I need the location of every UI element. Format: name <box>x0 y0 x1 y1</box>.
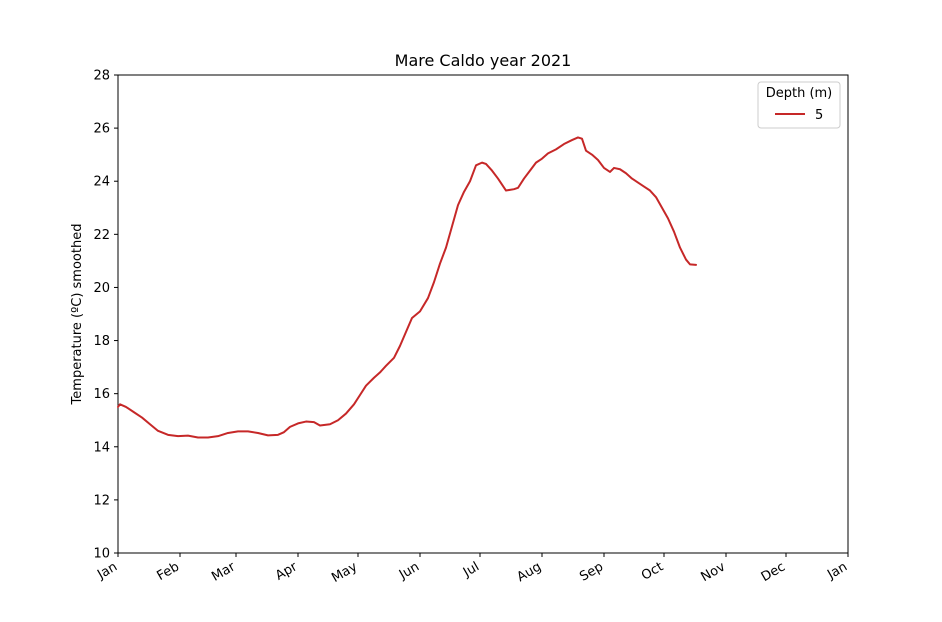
x-tick-label: Jul <box>460 559 482 580</box>
legend-box <box>757 81 841 129</box>
x-tick-label: Aug <box>515 559 544 585</box>
y-axis: 10 12 14 16 18 20 22 24 26 28 <box>93 69 118 562</box>
y-tick-label: 24 <box>93 175 110 190</box>
plot-area <box>117 74 849 554</box>
x-tick-label: Mar <box>209 559 238 585</box>
x-tick-label: Feb <box>155 559 182 584</box>
series-layer <box>117 136 697 439</box>
y-tick-label: 28 <box>93 69 110 84</box>
x-tick-label: Oct <box>639 559 666 583</box>
y-tick-label: 18 <box>93 334 110 349</box>
x-tick-label: Sep <box>577 559 606 584</box>
y-tick-label: 22 <box>93 228 110 243</box>
series-line-5 <box>117 136 697 439</box>
y-tick-label: 16 <box>93 387 110 402</box>
legend: Depth (m) 5 <box>757 81 841 129</box>
x-axis: Jan Feb Mar Apr May Jun Jul Aug Sep Oct Nov Dec Jan <box>94 553 850 586</box>
y-tick-label: 20 <box>93 281 110 296</box>
chart-title: Mare Caldo year 2021 <box>395 51 572 70</box>
x-tick-label: Jan <box>824 559 850 583</box>
x-tick-label: Dec <box>759 559 788 585</box>
y-tick-label: 26 <box>93 122 110 137</box>
x-tick-label: Apr <box>273 559 301 584</box>
x-tick-label: Nov <box>699 559 729 585</box>
legend-entry-label: 5 <box>815 108 823 123</box>
legend-title: Depth (m) <box>766 86 833 101</box>
x-tick-label: Jan <box>94 559 120 583</box>
x-tick-label: May <box>329 559 360 586</box>
y-tick-label: 12 <box>93 493 110 508</box>
x-tick-label: Jun <box>396 559 422 583</box>
y-tick-label: 14 <box>93 440 110 455</box>
y-axis-label: Temperature (ºC) smoothed <box>70 224 85 406</box>
y-tick-label: 10 <box>93 547 110 562</box>
